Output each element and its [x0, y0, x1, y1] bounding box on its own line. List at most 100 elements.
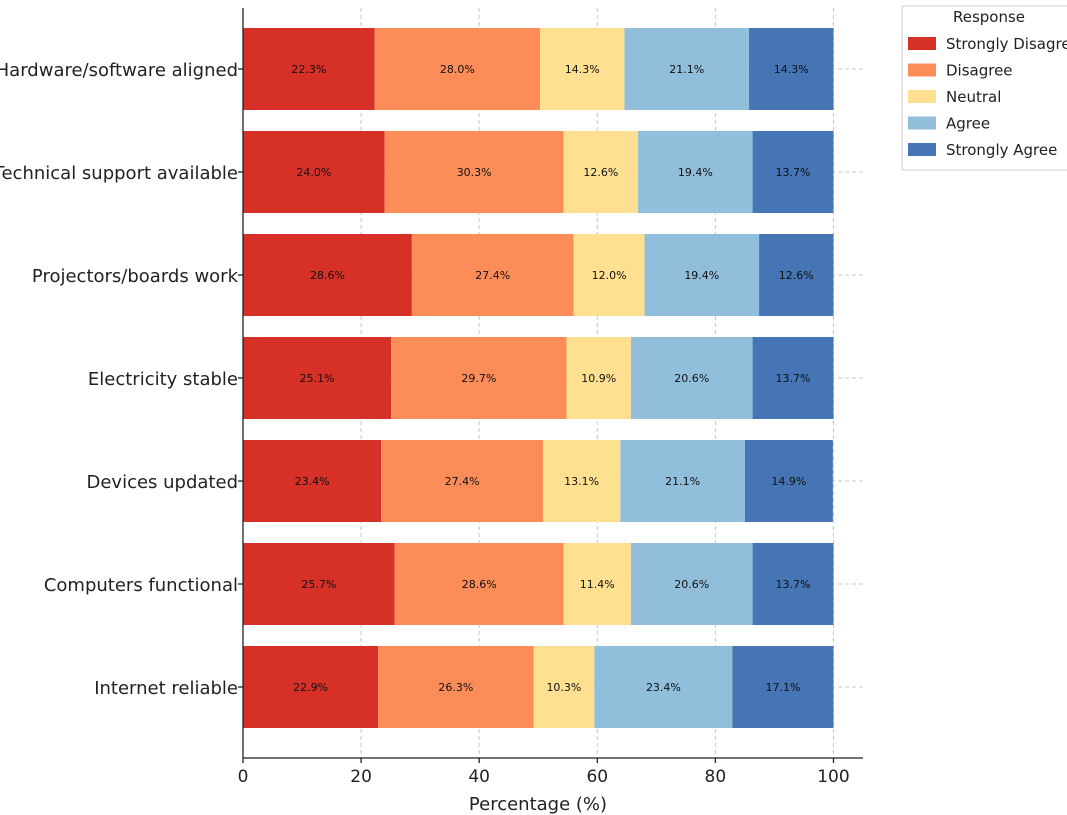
bar-data-label: 14.9%	[771, 475, 806, 488]
y-tick-label: Devices updated	[86, 472, 238, 493]
bar-segment	[744, 440, 833, 522]
legend-swatch	[908, 143, 936, 156]
bar-data-label: 11.4%	[580, 578, 615, 591]
bars: 22.3% 28.0% 14.3% 21.1% 14.3% 24.0% 30.3% 12.6%…	[243, 28, 834, 728]
bar-segment	[594, 646, 733, 728]
bar-data-label: 29.7%	[461, 372, 496, 385]
bar-data-label: 14.3%	[565, 63, 600, 76]
bar-data-label: 30.3%	[457, 166, 492, 179]
bar-segment	[243, 131, 385, 213]
bar-segment	[540, 28, 625, 110]
bar-data-label: 28.6%	[310, 269, 345, 282]
bar-data-label: 28.6%	[462, 578, 497, 591]
x-tick-label: 100	[817, 767, 849, 787]
bar-segment	[243, 543, 395, 625]
bar-segment	[620, 440, 745, 522]
legend-title: Response	[953, 8, 1025, 26]
y-tick-label: Technical support available	[0, 163, 238, 184]
bar-segment	[732, 646, 834, 728]
bar-data-label: 13.7%	[776, 578, 811, 591]
x-tick-label: 40	[468, 767, 490, 787]
bar-data-label: 10.9%	[581, 372, 616, 385]
bar-data-label: 27.4%	[475, 269, 510, 282]
y-tick-label: Computers functional	[44, 575, 238, 596]
bar-segment	[533, 646, 595, 728]
bar-data-label: 14.3%	[774, 63, 809, 76]
bar-segment	[374, 28, 541, 110]
bar-data-label: 20.6%	[674, 578, 709, 591]
legend-entry-label: Disagree	[946, 62, 1013, 80]
x-tick-label: 20	[350, 767, 372, 787]
bar-segment	[378, 646, 534, 728]
bar-segment	[394, 543, 564, 625]
bar-data-label: 22.9%	[293, 681, 328, 694]
bar-data-label: 13.1%	[564, 475, 599, 488]
x-tick-label: 60	[586, 767, 608, 787]
bar-segment	[644, 234, 760, 316]
bar-data-label: 25.7%	[301, 578, 336, 591]
bar-data-label: 17.1%	[766, 681, 801, 694]
bar-segment	[759, 234, 834, 316]
legend-swatch	[908, 90, 936, 103]
bar-segment	[243, 234, 412, 316]
bar-data-label: 13.7%	[776, 166, 811, 179]
y-tick-label: Projectors/boards work	[32, 266, 239, 287]
bar-data-label: 27.4%	[445, 475, 480, 488]
bar-segment	[638, 131, 753, 213]
bar-segment	[391, 337, 567, 419]
legend-entry-label: Agree	[946, 115, 990, 133]
bar-data-label: 12.6%	[583, 166, 618, 179]
bar-segment	[243, 646, 379, 728]
bar-data-label: 21.1%	[669, 63, 704, 76]
legend-box	[901, 5, 1067, 171]
bar-data-label: 22.3%	[291, 63, 326, 76]
bar-segment	[243, 337, 392, 419]
legend-entry-label: Strongly Agree	[946, 141, 1057, 159]
bar-segment	[752, 131, 834, 213]
x-tick-label: 0	[238, 767, 249, 787]
bar-segment	[573, 234, 645, 316]
bar-segment	[630, 337, 753, 419]
bar-data-label: 19.4%	[684, 269, 719, 282]
bar-segment	[630, 543, 753, 625]
x-tick-label: 80	[705, 767, 727, 787]
legend-entry-label: Strongly Disagree	[946, 35, 1067, 53]
bar-segment	[384, 131, 564, 213]
bar-segment	[752, 543, 834, 625]
bar-data-label: 12.0%	[592, 269, 627, 282]
bar-segment	[542, 440, 621, 522]
bar-segment	[243, 440, 382, 522]
legend: Response Strongly Disagree Disagree Neutra…	[901, 5, 1067, 171]
bar-segment	[563, 131, 639, 213]
bar-segment	[566, 337, 631, 419]
bar-data-label: 20.6%	[674, 372, 709, 385]
legend-swatch	[908, 116, 936, 130]
axes: Hardware/software aligned Technical suppo…	[0, 8, 863, 787]
bar-segment	[411, 234, 574, 316]
bar-segment	[749, 28, 834, 110]
bar-data-label: 10.3%	[546, 681, 581, 694]
bar-data-label: 21.1%	[665, 475, 700, 488]
y-tick-label: Hardware/software aligned	[0, 60, 238, 81]
bar-segment	[563, 543, 631, 625]
bar-data-label: 12.6%	[779, 269, 814, 282]
bar-data-label: 26.3%	[438, 681, 473, 694]
bar-data-label: 23.4%	[295, 475, 330, 488]
bar-data-label: 28.0%	[440, 63, 475, 76]
bar-segment	[381, 440, 543, 522]
bar-segment	[624, 28, 750, 110]
legend-swatch	[908, 63, 936, 77]
bar-data-label: 19.4%	[678, 166, 713, 179]
legend-entry-label: Neutral	[946, 88, 1001, 106]
x-axis-title: Percentage (%)	[469, 794, 607, 815]
bar-data-label: 24.0%	[296, 166, 331, 179]
y-tick-label: Internet reliable	[94, 678, 238, 699]
bar-segment	[752, 337, 834, 419]
legend-swatch	[908, 37, 936, 50]
bar-data-label: 13.7%	[776, 372, 811, 385]
bar-data-label: 25.1%	[300, 372, 335, 385]
bar-segment	[243, 28, 375, 110]
y-tick-label: Electricity stable	[88, 369, 238, 390]
bar-data-label: 23.4%	[646, 681, 681, 694]
